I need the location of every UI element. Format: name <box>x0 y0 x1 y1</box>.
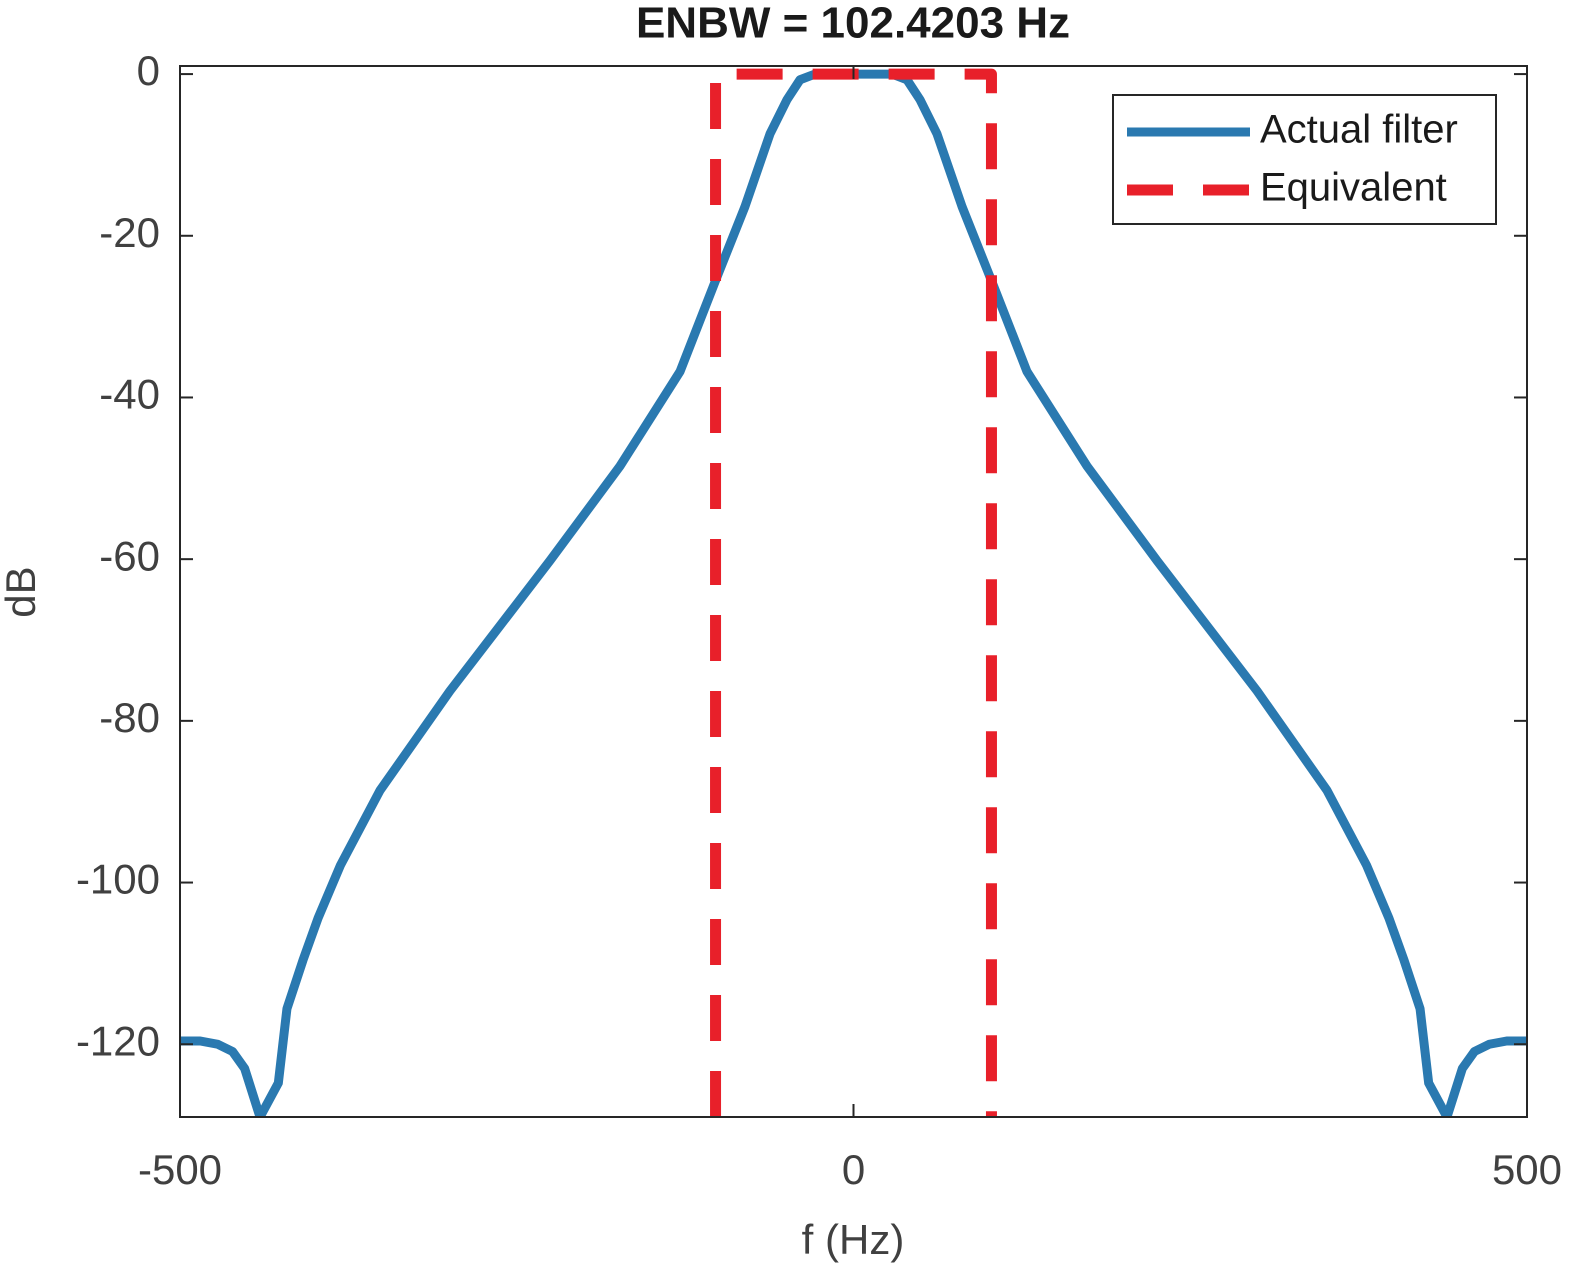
chart-title: ENBW = 102.4203 Hz <box>636 0 1070 48</box>
x-tick-label: 500 <box>1492 1146 1562 1193</box>
legend-label: Actual filter <box>1260 108 1458 152</box>
y-tick-label: 0 <box>137 47 160 94</box>
y-tick-label: -40 <box>99 371 160 418</box>
plot-area <box>180 68 1527 1117</box>
y-tick-label: -60 <box>99 532 160 579</box>
y-tick-label: -120 <box>76 1017 160 1064</box>
series-line <box>710 68 997 1117</box>
y-tick-label: -100 <box>76 856 160 903</box>
y-tick-label: -80 <box>99 694 160 741</box>
series-line <box>180 69 1527 1117</box>
legend-label: Equivalent <box>1260 166 1447 210</box>
y-tick-label: -20 <box>99 209 160 256</box>
x-axis-label: f (Hz) <box>802 1216 905 1263</box>
x-tick-label: -500 <box>138 1146 222 1193</box>
legend-box <box>1112 94 1497 225</box>
x-tick-label: 0 <box>842 1146 865 1193</box>
y-axis-label: dB <box>0 566 44 617</box>
